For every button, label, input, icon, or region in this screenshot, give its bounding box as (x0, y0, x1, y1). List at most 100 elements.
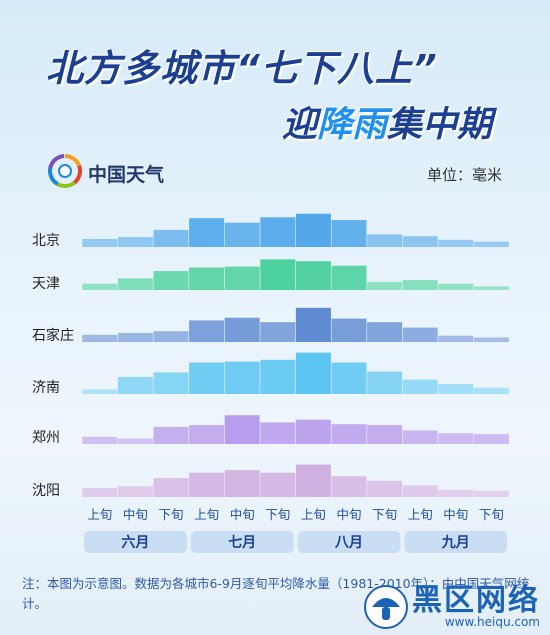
bar (331, 265, 367, 290)
decade-label: 中旬 (230, 507, 255, 522)
bar (295, 464, 331, 497)
bar (153, 478, 189, 497)
bar (153, 229, 189, 247)
bar (260, 259, 296, 290)
city-label: 济南 (32, 380, 60, 396)
bar (189, 320, 225, 342)
footnote: 注：本图为示意图。数据为各城市6-9月逐旬平均降水量（1981-2010年）；由… (22, 576, 530, 611)
bar (367, 371, 403, 394)
city-label: 北京 (32, 233, 60, 249)
bar (473, 434, 509, 444)
city-label: 郑州 (32, 430, 60, 446)
watermark-main: 黑区网络 (412, 582, 540, 618)
bar (331, 424, 367, 444)
bar (402, 379, 438, 394)
month-pill (297, 531, 401, 553)
month-pill (84, 531, 187, 553)
decade-label: 中旬 (123, 507, 148, 522)
bar (367, 480, 403, 497)
month-label: 六月 (121, 534, 149, 551)
bar (295, 352, 331, 394)
bar (331, 220, 367, 247)
title-prefix: 迎 (282, 105, 318, 145)
bar (438, 489, 474, 497)
bar (473, 286, 509, 290)
bar (82, 334, 118, 342)
bar (331, 476, 367, 497)
bar (189, 425, 225, 444)
bar (473, 490, 509, 497)
bar (224, 470, 260, 497)
mushroom-logo-icon (364, 584, 408, 629)
rainfall-bar-chart: 北京天津石家庄济南郑州沈阳上旬 中旬 下旬 上旬 中旬 下旬 上旬 中旬 下旬 上旬 中旬 下旬六月七… (32, 213, 509, 553)
title-line-2: 迎降雨集中期 (282, 96, 492, 147)
decade-label: 下旬 (265, 507, 290, 522)
china-weather-logo-icon (48, 154, 82, 188)
bar (402, 430, 438, 444)
bar (224, 361, 260, 394)
watermark: 黑区网络 www.heiqu.com (364, 585, 540, 629)
bar (189, 267, 225, 290)
bar (117, 333, 153, 342)
bar (295, 307, 331, 342)
bar (117, 376, 153, 394)
month-label: 九月 (441, 535, 470, 551)
bar (367, 322, 403, 342)
month-pill (404, 531, 508, 553)
unit-label: 单位：毫米 (427, 166, 503, 184)
month-pill (190, 531, 294, 553)
bar (82, 488, 118, 497)
bar (189, 218, 225, 247)
title-highlight: 降雨 (317, 105, 388, 145)
decade-label: 上旬 (408, 507, 433, 522)
bar (260, 359, 296, 394)
city-label: 沈阳 (32, 483, 60, 499)
bar (402, 236, 438, 247)
bar (153, 426, 189, 444)
decade-label: 下旬 (158, 507, 183, 522)
bar (438, 239, 474, 247)
decade-label: 上旬 (194, 507, 219, 522)
bar (117, 438, 153, 444)
bar (153, 372, 189, 394)
bar (82, 238, 118, 247)
bar (117, 237, 153, 247)
bar (82, 283, 118, 290)
bar (153, 271, 189, 290)
bar (438, 335, 474, 342)
bar (438, 433, 474, 444)
bar (438, 283, 474, 290)
bar (295, 261, 331, 290)
bar (82, 436, 118, 444)
bar (82, 389, 118, 394)
logo-text: 中国天气 (88, 164, 165, 186)
bar (367, 234, 403, 247)
bar (189, 362, 225, 394)
bar (473, 337, 509, 342)
bar (117, 278, 153, 290)
bar (295, 419, 331, 444)
bar (473, 387, 509, 394)
title-suffix: 集中期 (387, 105, 493, 145)
bar (189, 472, 225, 497)
decade-label: 上旬 (87, 507, 112, 522)
bar (331, 362, 367, 394)
bar (224, 415, 260, 444)
bar (402, 280, 438, 290)
bar (473, 241, 509, 247)
bar (367, 425, 403, 444)
city-label: 石家庄 (32, 327, 74, 344)
bar (224, 222, 260, 247)
bar (260, 422, 296, 444)
decade-label: 中旬 (443, 507, 468, 522)
bar (295, 213, 331, 247)
bar (402, 327, 438, 342)
bar (260, 472, 296, 497)
decade-label: 下旬 (479, 507, 504, 522)
bar (260, 217, 296, 247)
month-label: 八月 (334, 535, 363, 551)
month-label: 七月 (228, 535, 256, 551)
bar (367, 281, 403, 290)
city-label: 天津 (32, 276, 60, 292)
bar (402, 485, 438, 497)
